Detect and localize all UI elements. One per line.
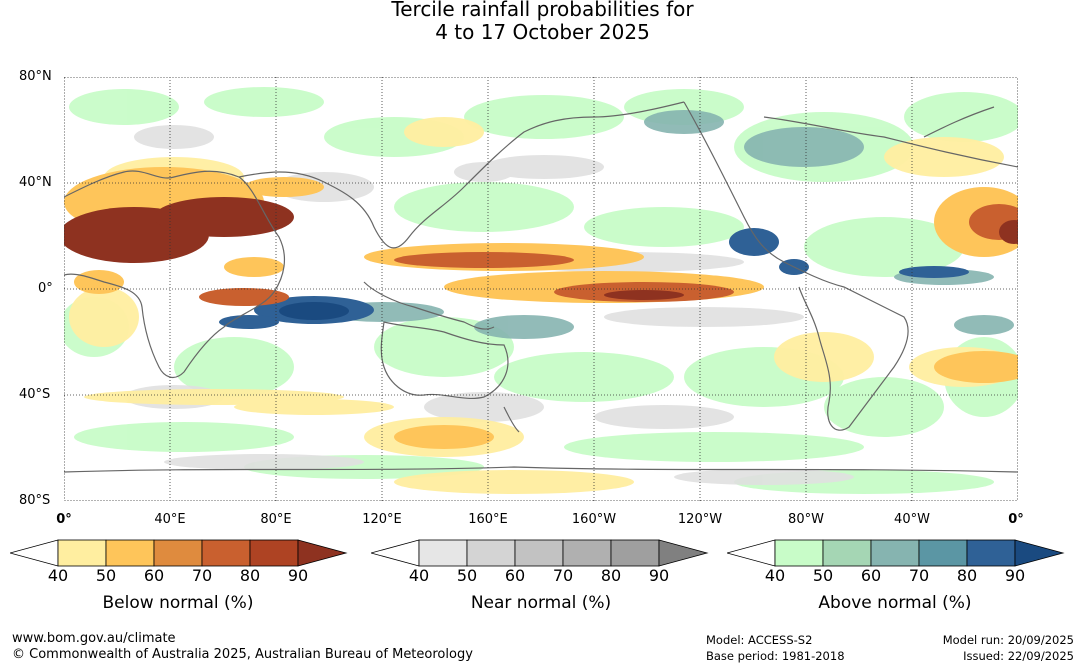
legend-near-swatch-50 (466, 539, 516, 567)
legend-below-title: Below normal (%) (102, 593, 254, 613)
legend-below-tick-70: 70 (191, 566, 213, 585)
legend-above-tick-60: 60 (860, 566, 882, 585)
legend-below-arrow-high (297, 539, 348, 567)
legend-near-tick-40: 40 (408, 566, 430, 585)
legend-near-normal (371, 539, 709, 567)
legend-below-tick-60: 60 (143, 566, 165, 585)
legend-below-tick-40: 40 (47, 566, 69, 585)
legend-above-tick-90: 90 (1004, 566, 1026, 585)
legend-near-tick-80: 80 (600, 566, 622, 585)
legend-above-tick-70: 70 (908, 566, 930, 585)
lon-label-0-right: 0° (1008, 512, 1024, 527)
lat-label-40n: 40°N (19, 175, 52, 190)
legend-below-swatch-60 (153, 539, 203, 567)
lon-label-40e: 40°E (154, 512, 186, 527)
legend-above-swatch-60 (870, 539, 920, 567)
lon-label-160e: 160°E (468, 512, 508, 527)
title-line-2: 4 to 17 October 2025 (435, 20, 650, 44)
legend-below-swatch-70 (201, 539, 251, 567)
legend-near-tick-70: 70 (552, 566, 574, 585)
title-line-1: Tercile rainfall probabilities for (391, 0, 694, 21)
map-title: Tercile rainfall probabilities for 4 to … (0, 0, 1085, 44)
legend-above-tick-80: 80 (956, 566, 978, 585)
lon-label-40w: 40°W (894, 512, 930, 527)
lon-label-160w: 160°W (571, 512, 617, 527)
lon-label-120e: 120°E (362, 512, 402, 527)
footer-issued: Issued: 22/09/2025 (963, 649, 1074, 663)
probability-map (64, 77, 1018, 501)
legend-below-swatch-40 (57, 539, 107, 567)
legend-below-arrow-low (10, 539, 59, 567)
legend-below-tick-80: 80 (239, 566, 261, 585)
legend-near-title: Near normal (%) (470, 593, 612, 613)
legend-near-tick-60: 60 (504, 566, 526, 585)
footer-base-period: Base period: 1981-2018 (706, 649, 845, 663)
lon-label-80w: 80°W (788, 512, 824, 527)
legend-near-tick-90: 90 (648, 566, 670, 585)
footer-url[interactable]: www.bom.gov.au/climate (12, 631, 176, 646)
legend-below-tick-90: 90 (287, 566, 309, 585)
lon-label-0: 0° (56, 512, 72, 527)
footer-copyright: © Commonwealth of Australia 2025, Austra… (12, 647, 473, 662)
legend-above-tick-40: 40 (764, 566, 786, 585)
legend-below-swatch-80 (249, 539, 299, 567)
legend-above-arrow-high (1014, 539, 1065, 567)
lon-label-120w: 120°W (677, 512, 723, 527)
legend-near-tick-50: 50 (456, 566, 478, 585)
legend-near-arrow-low (371, 539, 420, 567)
legend-near-swatch-60 (514, 539, 564, 567)
legend-above-arrow-low (727, 539, 776, 567)
footer-model-run: Model run: 20/09/2025 (942, 633, 1074, 647)
legend-near-arrow-high (658, 539, 709, 567)
legend-above-tick-50: 50 (812, 566, 834, 585)
lon-label-80e: 80°E (260, 512, 292, 527)
legend-above-swatch-50 (822, 539, 872, 567)
legend-near-swatch-70 (562, 539, 612, 567)
legend-near-swatch-80 (610, 539, 660, 567)
lat-label-40s: 40°S (19, 387, 51, 402)
legend-above-swatch-70 (918, 539, 968, 567)
lat-label-80n: 80°N (19, 69, 52, 84)
legend-above-swatch-40 (774, 539, 824, 567)
legend-above-normal (727, 539, 1065, 567)
footer-model: Model: ACCESS-S2 (706, 633, 813, 647)
legend-above-title: Above normal (%) (818, 593, 972, 613)
legend-above-swatch-80 (966, 539, 1016, 567)
legend-below-normal (10, 539, 348, 567)
legend-near-swatch-40 (418, 539, 468, 567)
below-normal-very-high-areas (64, 197, 1018, 300)
lat-label-eq: 0° (38, 281, 53, 296)
lat-label-80s: 80°S (19, 493, 51, 508)
legend-below-swatch-50 (105, 539, 155, 567)
graticule (64, 77, 1018, 501)
coastlines (64, 101, 1018, 473)
legend-below-tick-50: 50 (95, 566, 117, 585)
above-normal-very-high-area (279, 302, 349, 320)
